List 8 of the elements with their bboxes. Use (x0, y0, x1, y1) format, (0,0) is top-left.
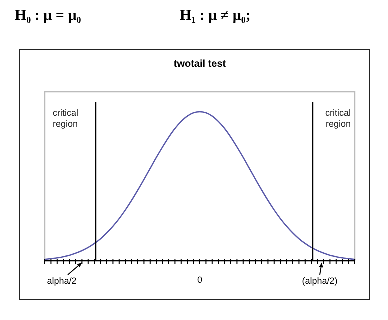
text: H₁ : μ ≠ μ₀; (180, 8, 251, 24)
annotation: critical region (325, 108, 351, 129)
text: alpha/2 (47, 276, 77, 286)
chart-title: twotail test (174, 59, 227, 70)
annotation: critical region (53, 108, 79, 129)
text: (alpha/2) (302, 276, 338, 286)
text: H₀ : μ = μ₀ (15, 8, 82, 24)
text: 0 (197, 275, 203, 285)
